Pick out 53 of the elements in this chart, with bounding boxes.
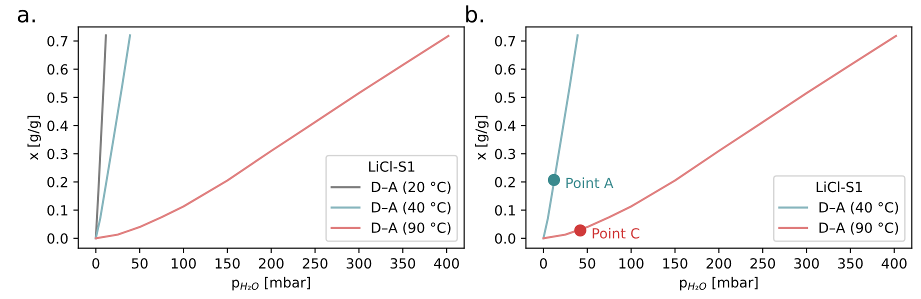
x-tick-label: 400: [434, 258, 459, 269]
y-tick-label: 0.4: [47, 120, 68, 132]
y-tick-label: 0.5: [47, 92, 68, 103]
series-label: Point C: [592, 228, 640, 239]
line-series: [94, 34, 107, 240]
x-axis-title: p$_{H₂O}$ [mbar]: [680, 276, 758, 290]
x-tick-label: 300: [794, 258, 819, 269]
x-tick-label: 50: [580, 258, 596, 269]
x-tick-label: 150: [663, 258, 688, 269]
line-series: [542, 34, 898, 240]
x-tick-label: 0: [540, 258, 547, 269]
y-tick-label: 0.1: [47, 205, 68, 216]
legend-label: D–A (40 °C): [372, 202, 450, 214]
x-tick-label: 250: [302, 258, 328, 269]
legend-label: D–A (40 °C): [820, 202, 898, 214]
x-tick-label: 350: [838, 258, 863, 269]
y-axis-title: x [g/g]: [475, 116, 489, 160]
legend-label: D–A (20 °C): [372, 181, 450, 194]
chart-title: b.: [466, 5, 483, 23]
chart-title: a.: [18, 10, 35, 23]
y-tick-label: 0.6: [47, 64, 68, 75]
x-tick-label: 0: [92, 258, 100, 269]
legend-title: LiCl-S1: [816, 181, 862, 192]
legend-label: D–A (90 °C): [372, 222, 450, 235]
line-series: [94, 34, 450, 240]
y-tick-label: 0.7: [495, 36, 515, 46]
x-tick-label: 350: [390, 258, 416, 269]
series-label: Point A: [566, 177, 614, 188]
x-tick-label: 100: [172, 258, 196, 269]
y-tick-label: 0.0: [47, 233, 68, 244]
x-tick-label: 400: [882, 258, 907, 269]
y-tick-label: 0.5: [495, 92, 515, 103]
line-series: [94, 34, 132, 240]
x-tick-label: 250: [750, 258, 776, 269]
x-tick-label: 300: [346, 258, 372, 269]
x-tick-label: 200: [706, 258, 732, 269]
y-tick-label: 0.3: [495, 148, 516, 160]
y-tick-label: 0.2: [495, 176, 515, 188]
y-axis-title: x [g/g]: [27, 116, 41, 160]
x-tick-label: 200: [258, 258, 284, 269]
y-tick-label: 0.7: [47, 36, 68, 46]
x-axis-title: p$_{H₂O}$ [mbar]: [232, 276, 310, 290]
x-tick-label: 150: [216, 258, 240, 269]
x-tick-label: 50: [132, 258, 148, 269]
y-tick-label: 0.2: [47, 176, 68, 188]
y-tick-label: 0.4: [495, 120, 516, 132]
y-tick-label: 0.6: [495, 64, 516, 75]
y-tick-label: 0.1: [495, 205, 515, 216]
y-tick-label: 0.0: [495, 233, 516, 244]
legend-label: D–A (90 °C): [820, 222, 898, 235]
x-tick-label: 100: [619, 258, 644, 269]
legend-title: LiCl-S1: [369, 161, 414, 172]
y-tick-label: 0.3: [47, 148, 68, 160]
